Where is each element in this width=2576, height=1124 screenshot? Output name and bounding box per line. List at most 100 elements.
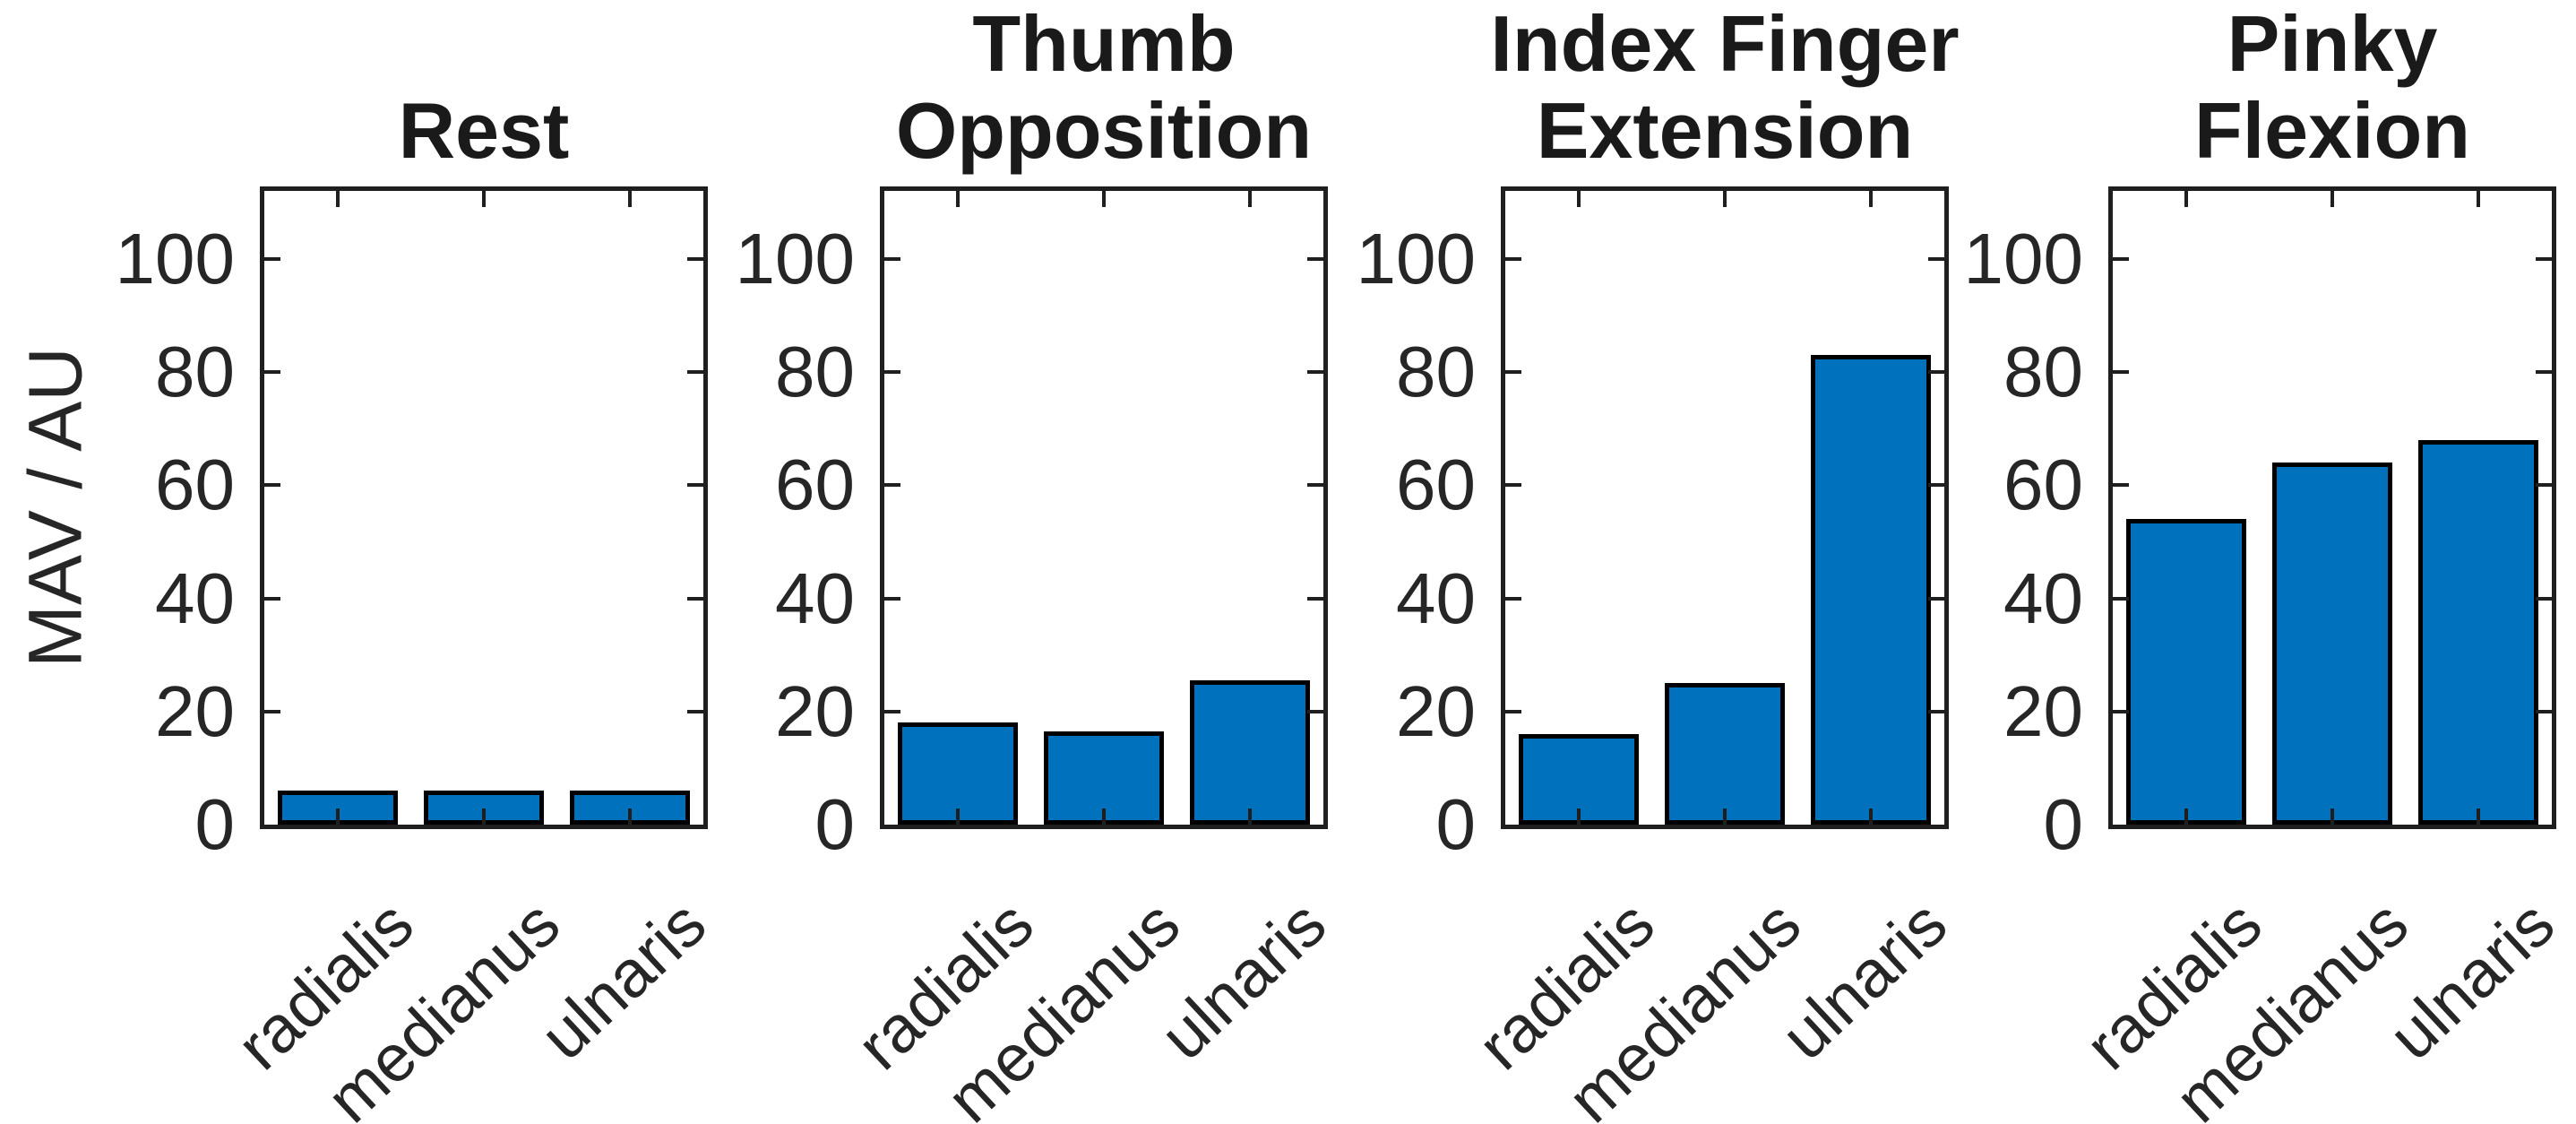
y-tick-mark: [884, 257, 900, 261]
y-tick-mark: [687, 257, 703, 261]
x-tick-mark: [2184, 808, 2188, 825]
y-tick-label: 20: [155, 671, 235, 751]
subplot-title-line: Flexion: [2193, 86, 2471, 175]
y-tick-mark: [2113, 257, 2129, 261]
x-tick-label-ulnaris: ulnaris: [1767, 886, 1961, 1074]
x-tick-mark: [482, 808, 486, 825]
y-tick-mark: [687, 597, 703, 601]
y-tick-mark: [264, 710, 280, 713]
y-tick-label: 20: [1396, 671, 1476, 751]
y-tick-mark: [884, 483, 900, 487]
bar-ulnaris: [2418, 440, 2539, 825]
y-tick-mark: [2113, 370, 2129, 374]
y-tick-label: 60: [1396, 445, 1476, 524]
y-tick-label: 40: [1396, 558, 1476, 638]
x-tick-label-ulnaris: ulnaris: [526, 886, 720, 1074]
y-tick-mark: [1307, 370, 1323, 374]
y-tick-mark: [1505, 483, 1521, 487]
x-tick-mark: [2330, 191, 2334, 207]
y-tick-mark: [2536, 597, 2552, 601]
y-tick-label: 80: [775, 332, 855, 411]
y-tick-mark: [2536, 710, 2552, 713]
y-tick-mark: [1928, 710, 1944, 713]
subplot-title-rest: Rest: [125, 87, 842, 174]
y-tick-mark: [2113, 597, 2129, 601]
y-tick-mark: [1928, 257, 1944, 261]
y-tick-mark: [264, 483, 280, 487]
x-tick-mark: [336, 808, 340, 825]
y-tick-mark: [1928, 483, 1944, 487]
y-tick-mark: [687, 370, 703, 374]
x-tick-mark: [1723, 808, 1727, 825]
subplot-title-line: Index Finger: [1490, 0, 1960, 88]
subplot-title-line: Extension: [1536, 86, 1914, 175]
y-tick-label: 100: [1963, 219, 2083, 298]
x-tick-label-ulnaris: ulnaris: [2374, 886, 2569, 1074]
y-tick-label: 40: [155, 558, 235, 638]
subplot-title-line: Rest: [398, 86, 570, 175]
y-tick-mark: [1505, 710, 1521, 713]
y-tick-label: 0: [814, 784, 856, 864]
x-tick-mark: [1248, 191, 1252, 207]
x-tick-mark: [1102, 808, 1106, 825]
y-tick-label: 80: [155, 332, 235, 411]
y-tick-label: 60: [155, 445, 235, 524]
subplot-title-pinky-flexion: Pinky Flexion: [1974, 0, 2576, 174]
x-tick-mark: [1102, 191, 1106, 207]
y-tick-mark: [1928, 370, 1944, 374]
x-tick-mark: [1248, 808, 1252, 825]
subplot-title-line: Opposition: [895, 86, 1313, 175]
y-tick-mark: [1928, 597, 1944, 601]
y-tick-mark: [687, 710, 703, 713]
x-tick-mark: [2184, 191, 2188, 207]
y-tick-mark: [2113, 710, 2129, 713]
y-tick-label: 0: [1435, 784, 1477, 864]
y-tick-label: 20: [775, 671, 855, 751]
subplot-title-index-finger-extension: Index Finger Extension: [1366, 0, 2083, 174]
y-tick-mark: [2536, 483, 2552, 487]
bar-medianus: [1665, 683, 1785, 825]
y-tick-mark: [264, 597, 280, 601]
y-tick-mark: [884, 710, 900, 713]
y-tick-mark: [1505, 257, 1521, 261]
x-tick-mark: [482, 191, 486, 207]
x-tick-mark: [2477, 191, 2480, 207]
x-tick-mark: [1577, 191, 1581, 207]
x-tick-mark: [2330, 808, 2334, 825]
y-tick-mark: [1505, 597, 1521, 601]
x-tick-mark: [1577, 808, 1581, 825]
x-tick-mark: [956, 191, 960, 207]
y-tick-label: 40: [2003, 558, 2083, 638]
y-tick-label: 60: [775, 445, 855, 524]
y-tick-mark: [2536, 370, 2552, 374]
bar-medianus: [2272, 463, 2392, 825]
y-tick-mark: [1307, 257, 1323, 261]
y-tick-mark: [884, 597, 900, 601]
subplot-title-line: Pinky: [2227, 0, 2438, 88]
y-tick-label: 100: [115, 219, 235, 298]
x-tick-label-ulnaris: ulnaris: [1146, 886, 1340, 1074]
y-tick-mark: [264, 370, 280, 374]
plot-box-rest: [260, 186, 708, 829]
bar-radialis: [897, 722, 1018, 825]
y-tick-label: 0: [2043, 784, 2084, 864]
bar-ulnaris: [1190, 680, 1311, 825]
y-tick-label: 20: [2003, 671, 2083, 751]
x-tick-mark: [1869, 808, 1873, 825]
x-tick-mark: [628, 808, 632, 825]
y-tick-label: 100: [735, 219, 855, 298]
bar-radialis: [2125, 519, 2246, 825]
x-tick-mark: [336, 191, 340, 207]
y-tick-label: 60: [2003, 445, 2083, 524]
y-tick-label: 80: [1396, 332, 1476, 411]
x-tick-mark: [1869, 191, 1873, 207]
subplot-title-thumb-opposition: Thumb Opposition: [745, 0, 1462, 174]
y-tick-mark: [1505, 370, 1521, 374]
y-tick-mark: [1307, 483, 1323, 487]
y-tick-mark: [1307, 710, 1323, 713]
y-tick-mark: [1307, 597, 1323, 601]
plot-box-index-finger-extension: [1501, 186, 1949, 829]
y-tick-label: 0: [194, 784, 236, 864]
x-tick-mark: [2477, 808, 2480, 825]
